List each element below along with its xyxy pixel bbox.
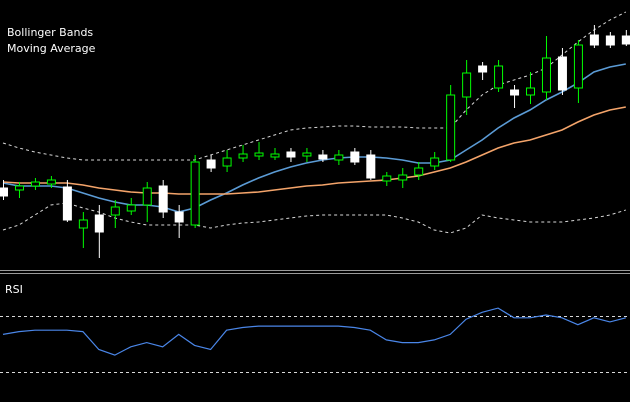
candle-body — [557, 56, 567, 91]
indicator-label: Moving Average — [7, 42, 96, 55]
candle-body — [430, 157, 440, 167]
candle-body — [174, 211, 184, 223]
candle-body — [541, 57, 551, 93]
candle-body — [494, 65, 504, 89]
candle-body — [78, 219, 88, 229]
candle-body — [206, 159, 216, 169]
candle-body — [510, 89, 520, 96]
candle-body — [286, 151, 296, 158]
candle-body — [270, 153, 280, 158]
candle-body — [398, 174, 408, 181]
candle-body — [254, 152, 264, 157]
candle-body — [142, 187, 152, 206]
candle-body — [302, 152, 312, 157]
candle-body — [366, 154, 376, 179]
candle-body — [478, 65, 488, 73]
candle-body — [110, 206, 120, 216]
panel-title: RSI — [5, 283, 23, 296]
candle-body — [62, 186, 72, 221]
candle-body — [446, 94, 456, 161]
candle-body — [462, 72, 472, 98]
bollinger-band — [2, 11, 627, 161]
candle-body — [350, 151, 360, 163]
indicator-label: Bollinger Bands — [7, 26, 93, 39]
candle-body — [238, 153, 248, 159]
candle-body — [0, 187, 8, 197]
candle-body — [589, 34, 599, 46]
candle-body — [46, 179, 56, 185]
candle-body — [158, 185, 168, 213]
candle-body — [605, 35, 615, 46]
candle-body — [222, 157, 232, 167]
candle-body — [190, 161, 200, 226]
moving-average — [2, 63, 626, 213]
candle-body — [621, 35, 630, 45]
candle-body — [318, 154, 328, 160]
moving-average — [2, 106, 626, 195]
candle-body — [30, 181, 40, 187]
candle-body — [14, 185, 24, 191]
candle-body — [526, 87, 536, 96]
candle-body — [126, 204, 136, 212]
rsi-line — [2, 307, 626, 356]
candle-body — [334, 154, 344, 161]
candle-body — [382, 175, 392, 182]
candle-body — [94, 214, 104, 233]
candle-body — [414, 167, 424, 176]
candle-body — [573, 44, 583, 89]
